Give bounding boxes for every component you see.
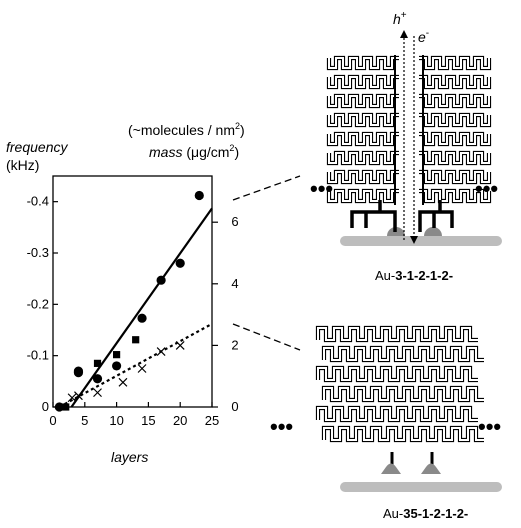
x-tick-label: 15 [141,413,155,428]
y2-tick-label: 4 [231,276,238,291]
structure-bottom: ••• ••• Au-35-1-2-1-2- [270,325,502,521]
ellipsis-right-top: ••• [475,176,498,201]
y-tick-label: -0.4 [27,194,49,209]
molecule-meander-core [323,347,484,361]
data-point-x [156,347,166,356]
hole-label: h+ [393,10,407,27]
y-tick-label: -0.3 [27,245,49,260]
data-point-x [137,364,147,373]
molecule-strand-core [419,114,490,126]
electron-arrowhead [410,236,418,244]
y-tick-label: 0 [42,399,49,414]
data-point-circle [112,361,122,371]
molecule-strand-core [328,114,399,126]
x-tick-label: 10 [109,413,123,428]
molecule-strand-core [419,57,490,69]
x-axis-title: layers [111,449,148,465]
x-tick-label: 5 [81,413,88,428]
molecule-meander-core [317,407,478,421]
ellipsis-left-top: ••• [310,176,333,201]
molecule-strand-core [328,76,399,88]
anchor-right-bottom [421,463,441,474]
structure-bottom-label: Au-35-1-2-1-2- [383,506,468,521]
x-tick-label: 0 [49,413,56,428]
data-point-x [67,393,77,403]
data-point-circle [73,366,84,376]
molecule-strand-core [328,152,399,164]
y-tick-label: -0.1 [27,348,49,363]
molecule-strand-core [419,171,490,183]
left-axis-title: frequency [6,139,68,155]
molecule-strand-core [419,95,490,107]
structure-top-label: Au-3-1-2-1-2- [375,268,453,283]
data-point-circle [175,258,185,268]
right-axis-title-line2: mass (μg/cm2) [149,143,239,160]
molecule-strand-core [419,190,490,202]
molecule-strand-core [419,152,490,164]
molecule-strand-core [328,171,399,183]
molecule-meander-core [323,387,484,401]
x-tick-label: 25 [205,413,219,428]
ellipsis-right-bottom: ••• [478,414,501,439]
anchor-left-bottom [381,463,401,474]
substrate-bar-top [340,236,502,246]
ellipsis-left-bottom: ••• [270,414,293,439]
plot-frame [52,175,213,408]
data-point-x [175,340,185,350]
molecule-meander-core [317,327,478,341]
data-point-x [93,388,102,398]
electron-label: e- [418,28,429,45]
right-axis-title-line1: (~molecules / nm2) [128,121,245,138]
chart-layer: 0 5 10 15 20 25 0 -0.1 -0.2 -0.3 -0.4 0 2 4 6 [27,190,239,428]
molecular-layers-bottom [315,325,484,474]
anchor-bump-right-top [424,227,442,236]
data-point-circle [156,275,166,285]
molecule-strand-core [328,95,399,107]
structure-top: h+ e- ••• ••• Au-3-1-2-1-2- [310,10,502,283]
y2-tick-label: 2 [231,337,238,352]
data-point-square [62,403,70,411]
leader-line-bottom [232,323,301,351]
data-point-circle [54,402,64,412]
x-tick-label: 20 [173,413,187,428]
molecular-layers-top [326,55,492,205]
molecule-strand-core [328,190,399,202]
left-axis-unit: (kHz) [6,157,39,173]
fit-line-dotted [58,322,213,408]
molecule-strand-core [419,133,490,145]
data-point-circle [92,374,103,384]
leader-line-top [232,175,301,201]
y-tick-label: -0.2 [27,296,49,311]
molecule-strand-core [419,76,490,88]
substrate-bar-bottom [340,482,502,492]
data-point-x [118,377,128,387]
data-point-square [93,359,102,367]
molecule-meander-core [323,427,484,441]
data-point-square [113,351,121,359]
y2-tick-label: 6 [231,214,238,229]
data-point-circle [137,313,147,323]
y2-tick-label: 0 [231,399,238,414]
base-linker-left-top [350,200,397,232]
data-point-circle [194,190,204,201]
hole-arrowhead [400,30,408,38]
data-point-square [132,336,140,344]
fit-line-solid [70,207,213,408]
molecule-strand-core [328,133,399,145]
base-linker-right-top [418,200,454,232]
data-point-x [74,391,83,401]
molecule-meander-core [317,367,478,381]
molecule-strand-core [328,57,399,69]
